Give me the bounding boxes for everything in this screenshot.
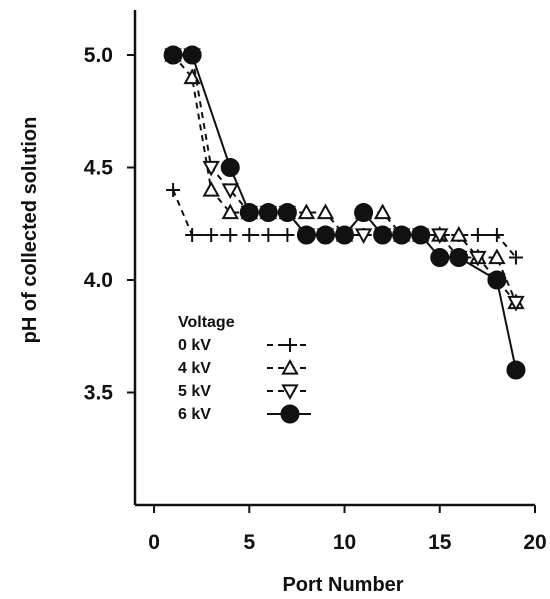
legend-marker-swatch	[281, 358, 299, 375]
x-axis-title: Port Number	[282, 574, 403, 596]
y-tick-label: 4.0	[84, 269, 113, 292]
data-point	[261, 228, 276, 242]
legend-entry-label: 6 kV	[178, 406, 211, 423]
data-point	[335, 225, 355, 245]
x-tick-label: 10	[333, 531, 356, 554]
data-point	[507, 295, 525, 312]
data-point	[450, 225, 468, 242]
data-point	[277, 203, 297, 222]
data-point	[202, 180, 220, 197]
series-5-kv	[164, 48, 525, 312]
legend: Voltage 0 kV 4 kV 5 kV 6 kV	[178, 314, 311, 424]
data-point	[411, 225, 431, 245]
y-tick-label: 3.5	[84, 382, 114, 405]
data-point	[431, 228, 449, 245]
data-point	[280, 228, 295, 242]
x-tick-label: 20	[523, 531, 546, 554]
legend-entry-label: 5 kV	[178, 383, 211, 400]
data-point	[221, 203, 239, 220]
series-line	[173, 54, 517, 304]
data-point	[430, 248, 450, 267]
data-point	[354, 228, 373, 245]
legend-marker-swatch	[283, 338, 297, 352]
data-point	[223, 228, 238, 242]
data-point	[204, 228, 219, 242]
legend-entry-label: 4 kV	[178, 360, 211, 377]
data-point	[373, 225, 393, 245]
data-point	[185, 228, 200, 242]
axes: 0 5 10 15 20 3.5 4.0 4.5 5.0	[84, 10, 547, 554]
data-point	[508, 250, 523, 265]
data-point	[202, 160, 220, 177]
data-point	[242, 228, 257, 242]
data-point	[489, 228, 504, 242]
series-line	[172, 54, 517, 303]
data-point	[488, 248, 506, 265]
data-point	[449, 248, 469, 267]
data-point	[296, 225, 316, 245]
legend-marker-swatch	[281, 384, 299, 401]
y-tick-label: 4.5	[84, 157, 114, 180]
legend-marker-swatch	[280, 404, 300, 424]
data-point	[239, 203, 259, 222]
data-point	[487, 270, 507, 290]
x-tick-label: 15	[428, 531, 452, 554]
series-0-kv	[166, 183, 523, 265]
data-point	[469, 250, 487, 267]
series-line	[172, 189, 517, 259]
data-point	[373, 203, 392, 220]
data-point	[221, 183, 239, 200]
data-point	[315, 225, 335, 245]
x-tick-label: 0	[148, 531, 160, 554]
series-layer	[163, 45, 526, 380]
data-point	[506, 360, 526, 380]
data-point	[258, 203, 278, 222]
data-point	[163, 45, 183, 65]
series-6-kv	[163, 45, 526, 380]
y-axis-title: pH of collected solution	[19, 117, 41, 344]
data-point	[297, 203, 316, 220]
y-tick-label: 5.0	[84, 44, 113, 67]
data-point	[182, 45, 202, 65]
x-tick-label: 5	[243, 531, 255, 554]
data-point	[392, 225, 412, 245]
data-point	[470, 228, 485, 242]
data-point	[316, 203, 335, 220]
data-point	[354, 203, 374, 222]
data-point	[220, 158, 240, 177]
legend-title: Voltage	[178, 314, 235, 331]
data-point	[166, 183, 181, 197]
legend-entry-label: 0 kV	[178, 337, 211, 354]
